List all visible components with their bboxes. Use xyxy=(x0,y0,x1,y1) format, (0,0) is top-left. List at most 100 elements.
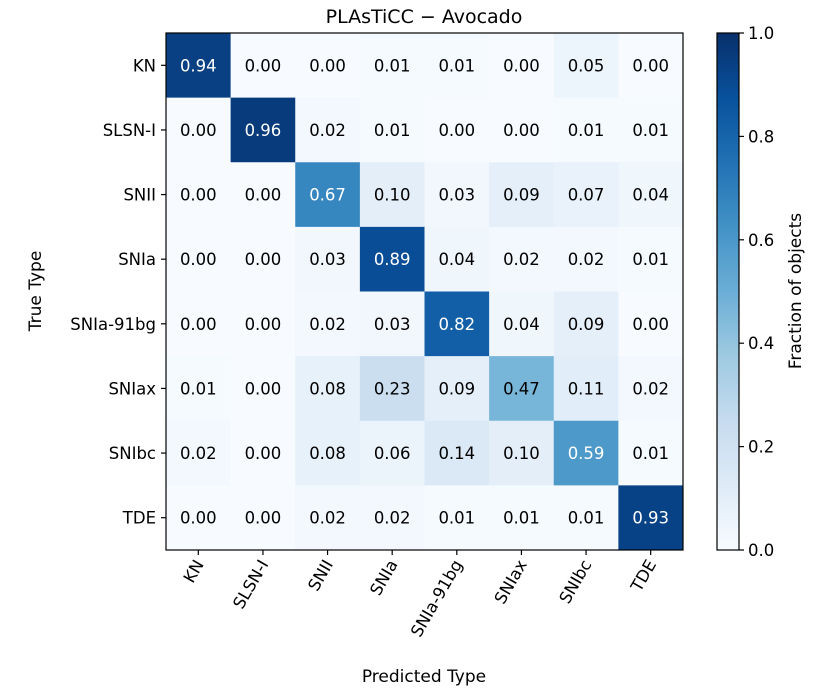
heatmap-cell xyxy=(618,420,684,486)
heatmap-cell xyxy=(424,356,490,422)
heatmap-cell xyxy=(553,485,619,551)
heatmap-cell xyxy=(166,291,232,357)
cell-value-label: 0.00 xyxy=(503,121,540,140)
x-axis-ticks: KN SLSN-I SNII SNIa SNIa-91bg SNIax SNIbc TDE xyxy=(180,550,660,640)
cell-value-label: 0.03 xyxy=(309,250,346,269)
heatmap-cell xyxy=(424,420,490,486)
cell-value-label: 0.00 xyxy=(245,250,282,269)
heatmap-cell xyxy=(230,162,296,228)
heatmap-cell xyxy=(553,162,619,228)
heatmap-cell xyxy=(489,162,555,228)
heatmap-cell xyxy=(166,485,232,551)
cell-value-label: 0.00 xyxy=(503,56,540,75)
heatmap-cell-labels: 0.94 0.00 0.00 0.01 0.01 0.00 0.05 0.00 0.00 0.96… xyxy=(180,56,669,527)
heatmap-cell xyxy=(553,226,619,292)
heatmap-cell xyxy=(359,420,425,486)
cell-value-label: 0.01 xyxy=(180,379,217,398)
cell-value-label: 0.00 xyxy=(245,379,282,398)
cell-value-label: 0.03 xyxy=(438,186,475,205)
cell-value-label: 0.02 xyxy=(632,379,669,398)
cell-value-label: 0.04 xyxy=(632,186,669,205)
cell-value-label: 0.01 xyxy=(374,121,411,140)
heatmap-cell xyxy=(424,226,490,292)
heatmap-cell xyxy=(230,485,296,551)
cell-value-label: 0.08 xyxy=(309,444,346,463)
heatmap-cell xyxy=(618,226,684,292)
cell-value-label: 0.02 xyxy=(309,121,346,140)
cell-value-label: 0.02 xyxy=(180,444,217,463)
heatmap-cell xyxy=(166,162,232,228)
cell-value-label: 0.10 xyxy=(374,186,411,205)
x-tick-label: SNIax xyxy=(491,556,531,607)
heatmap-cell xyxy=(424,291,490,357)
cell-value-label: 0.00 xyxy=(245,509,282,528)
heatmap-cell xyxy=(553,356,619,422)
x-tick-label: SLSN-I xyxy=(229,557,272,613)
x-tick-label: SNIa-91bg xyxy=(407,557,466,641)
heatmap-cell xyxy=(553,33,619,99)
heatmap-cell xyxy=(230,291,296,357)
heatmap-cell xyxy=(295,420,361,486)
cell-value-label: 0.01 xyxy=(568,121,605,140)
cell-value-label: 0.00 xyxy=(438,121,475,140)
cell-value-label: 0.01 xyxy=(632,121,669,140)
cell-value-label: 0.00 xyxy=(309,56,346,75)
cell-value-label: 0.00 xyxy=(245,444,282,463)
cell-value-label: 0.00 xyxy=(245,315,282,334)
cell-value-label: 0.07 xyxy=(568,186,605,205)
cell-value-label: 0.00 xyxy=(180,121,217,140)
cell-value-label: 0.89 xyxy=(374,250,411,269)
cell-value-label: 0.67 xyxy=(309,186,346,205)
colorbar-tick-label: 0.4 xyxy=(748,334,774,353)
heatmap-cell xyxy=(359,291,425,357)
heatmap-cell xyxy=(489,33,555,99)
cell-value-label: 0.96 xyxy=(245,121,282,140)
cell-value-label: 0.01 xyxy=(632,250,669,269)
y-tick-label: KN xyxy=(133,56,156,75)
y-tick-label: SNIa-91bg xyxy=(70,315,156,334)
x-tick-label: SNII xyxy=(304,557,337,595)
cell-value-label: 0.05 xyxy=(568,56,605,75)
cell-value-label: 0.02 xyxy=(568,250,605,269)
heatmap-cell xyxy=(489,356,555,422)
colorbar-tick-label: 1.0 xyxy=(748,24,774,43)
y-tick-label: SNIbc xyxy=(109,444,156,463)
cell-value-label: 0.04 xyxy=(438,250,475,269)
heatmap-cell xyxy=(489,97,555,163)
cell-value-label: 0.01 xyxy=(632,444,669,463)
x-tick-label: TDE xyxy=(627,557,661,596)
y-tick-label: TDE xyxy=(122,509,156,528)
cell-value-label: 0.01 xyxy=(568,509,605,528)
y-tick-label: SNIa xyxy=(118,250,156,269)
heatmap-cell xyxy=(230,33,296,99)
cell-value-label: 0.00 xyxy=(245,186,282,205)
heatmap-cell xyxy=(166,420,232,486)
y-tick-label: SNIax xyxy=(108,379,156,398)
heatmap-cell xyxy=(166,356,232,422)
cell-value-label: 0.01 xyxy=(438,509,475,528)
colorbar-tick-label: 0.8 xyxy=(748,127,774,146)
y-tick-label: SNII xyxy=(123,186,156,205)
heatmap-cell xyxy=(489,291,555,357)
cell-value-label: 0.10 xyxy=(503,444,540,463)
heatmap-cell xyxy=(166,33,232,99)
cell-value-label: 0.02 xyxy=(309,509,346,528)
cell-value-label: 0.00 xyxy=(180,250,217,269)
cell-value-label: 0.23 xyxy=(374,379,411,398)
x-axis-label: Predicted Type xyxy=(362,667,486,687)
heatmap-cell xyxy=(489,485,555,551)
cell-value-label: 0.01 xyxy=(503,509,540,528)
heatmap-cell xyxy=(618,291,684,357)
cell-value-label: 0.09 xyxy=(568,315,605,334)
heatmap-cell xyxy=(295,162,361,228)
heatmap-cell xyxy=(295,33,361,99)
heatmap-cell xyxy=(424,162,490,228)
heatmap-cell xyxy=(618,33,684,99)
heatmap-cell xyxy=(359,33,425,99)
heatmap-cell xyxy=(489,420,555,486)
cell-value-label: 0.47 xyxy=(503,379,540,398)
heatmap-cell xyxy=(230,356,296,422)
heatmap-cell xyxy=(553,97,619,163)
cell-value-label: 0.03 xyxy=(374,315,411,334)
